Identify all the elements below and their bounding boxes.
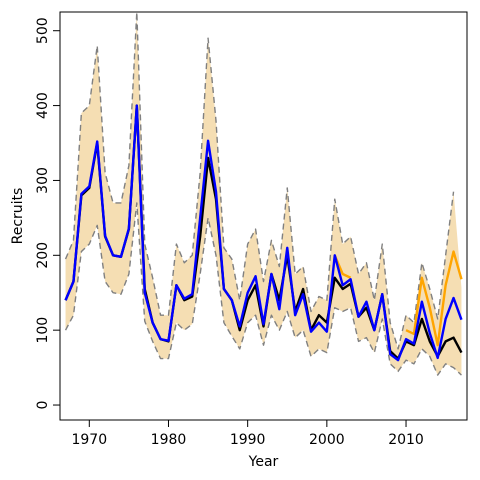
x-tick-label-2010: 2010	[388, 432, 424, 448]
y-tick-label-200: 200	[35, 242, 51, 269]
interval-band-layer	[65, 12, 462, 376]
y-tick-label-100: 100	[35, 317, 51, 344]
y-tick-label-500: 500	[35, 17, 51, 44]
x-tick-label-1970: 1970	[71, 432, 107, 448]
series-line-4	[64, 104, 463, 362]
x-axis: 1970 1980 1990 2000 2010	[71, 420, 424, 448]
y-tick-label-300: 300	[35, 167, 51, 194]
plot-frame	[59, 11, 468, 421]
y-tick-label-400: 400	[35, 92, 51, 119]
y-tick-label-0: 0	[35, 401, 51, 410]
series-interval-lower	[64, 202, 462, 376]
series-layer	[64, 12, 463, 376]
x-tick-label-2000: 2000	[309, 432, 345, 448]
x-tick-label-1980: 1980	[151, 432, 187, 448]
x-axis-title: Year	[248, 454, 279, 470]
credible-interval-band	[65, 12, 462, 376]
y-axis-title: Recruits	[10, 188, 26, 245]
y-axis: 0 100 200 300 400 500	[35, 17, 60, 409]
series-interval-upper	[64, 12, 455, 350]
x-tick-label-1990: 1990	[230, 432, 266, 448]
